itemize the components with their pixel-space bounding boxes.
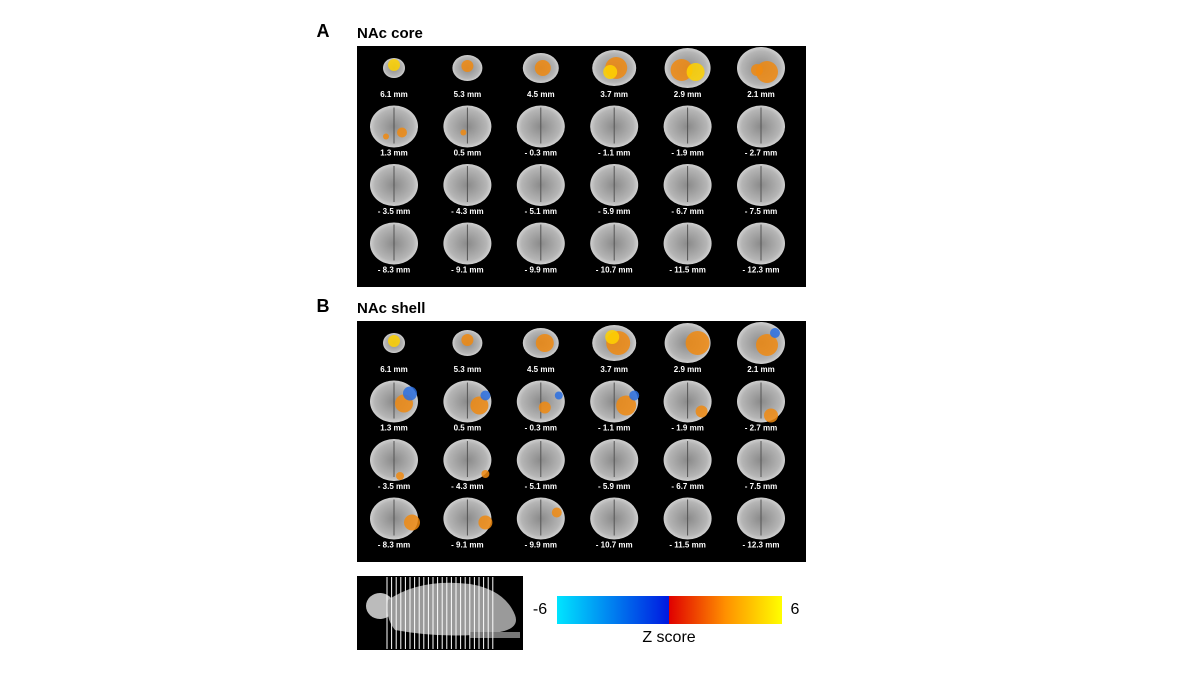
activation <box>461 60 474 72</box>
slice-label: 4.5 mm <box>527 365 555 374</box>
slice-label: - 8.3 mm <box>378 541 410 550</box>
activation <box>397 127 407 138</box>
slice-label: 1.3 mm <box>380 424 408 433</box>
activation <box>480 390 491 401</box>
slice-label: 2.1 mm <box>747 365 775 374</box>
activation <box>481 470 490 478</box>
slice-label: - 5.9 mm <box>598 482 630 491</box>
activation <box>534 60 551 76</box>
slice-label: - 3.5 mm <box>378 207 410 216</box>
slice-label: 5.3 mm <box>454 90 482 99</box>
slice-label: 0.5 mm <box>454 424 482 433</box>
activation <box>388 335 400 347</box>
activation <box>461 334 474 346</box>
activation <box>670 59 693 81</box>
activation <box>764 408 778 423</box>
slice-label: - 12.3 mm <box>743 266 780 275</box>
panel-background <box>357 321 806 562</box>
activation <box>396 472 404 480</box>
slice-label: - 8.3 mm <box>378 266 410 275</box>
panel-letter: B <box>317 296 330 316</box>
slice-label: - 1.9 mm <box>671 424 703 433</box>
slice-label: - 0.3 mm <box>525 149 557 158</box>
slice-label: 0.5 mm <box>454 149 482 158</box>
slice-label: - 0.3 mm <box>525 424 557 433</box>
activation <box>538 401 551 414</box>
activation <box>551 507 562 518</box>
activation <box>460 129 467 136</box>
activation <box>603 65 618 79</box>
slice-label: - 9.9 mm <box>525 541 557 550</box>
slice-label: 3.7 mm <box>600 90 628 99</box>
activation <box>629 390 640 401</box>
activation <box>554 391 563 400</box>
slice-label: - 12.3 mm <box>743 541 780 550</box>
activation <box>388 59 400 71</box>
slice-label: - 10.7 mm <box>596 541 633 550</box>
slice-label: - 2.7 mm <box>745 424 777 433</box>
slice-label: - 1.1 mm <box>598 424 630 433</box>
activation <box>478 515 493 530</box>
slice-label: 2.9 mm <box>674 90 702 99</box>
slice-label: 6.1 mm <box>380 365 408 374</box>
colorbar-label: Z score <box>642 629 695 646</box>
colorbar-negative <box>557 596 669 624</box>
panel-letter: A <box>317 21 330 41</box>
sagittal-reference <box>357 576 523 650</box>
slice-label: - 2.7 mm <box>745 149 777 158</box>
activation <box>685 331 710 355</box>
slice-label: - 6.7 mm <box>671 207 703 216</box>
activation <box>470 396 489 415</box>
activation <box>751 64 763 76</box>
colorbar-positive <box>669 596 782 624</box>
activation <box>535 334 554 352</box>
colorbar-max: 6 <box>791 601 800 618</box>
slice-label: - 11.5 mm <box>669 266 705 275</box>
slice-label: - 5.1 mm <box>525 482 557 491</box>
slice-label: 5.3 mm <box>454 365 482 374</box>
slice-label: 6.1 mm <box>380 90 408 99</box>
activation <box>383 133 389 140</box>
activation <box>605 330 620 344</box>
activation <box>403 386 417 401</box>
slice-label: - 3.5 mm <box>378 482 410 491</box>
slice-label: - 9.9 mm <box>525 266 557 275</box>
slice-label: - 5.9 mm <box>598 207 630 216</box>
slice-label: - 7.5 mm <box>745 207 777 216</box>
colorbar-min: -6 <box>533 601 547 618</box>
panel-title: NAc core <box>357 25 423 42</box>
slice-label: - 11.5 mm <box>669 541 705 550</box>
slice-label: 2.9 mm <box>674 365 702 374</box>
slice-label: - 4.3 mm <box>451 207 483 216</box>
slice-label: 2.1 mm <box>747 90 775 99</box>
slice-label: - 6.7 mm <box>671 482 703 491</box>
slice-label: 1.3 mm <box>380 149 408 158</box>
slice-label: - 4.3 mm <box>451 482 483 491</box>
slice-label: - 7.5 mm <box>745 482 777 491</box>
slice-label: - 9.1 mm <box>451 266 483 275</box>
slice-label: 4.5 mm <box>527 90 555 99</box>
slice-label: - 1.1 mm <box>598 149 630 158</box>
panel-title: NAc shell <box>357 300 425 317</box>
activation <box>404 514 420 531</box>
slice-label: - 1.9 mm <box>671 149 703 158</box>
activation <box>770 328 780 338</box>
activation <box>616 395 637 416</box>
activation <box>695 405 708 418</box>
activation <box>756 334 778 356</box>
activation <box>686 63 705 81</box>
slice-label: - 10.7 mm <box>596 266 633 275</box>
panel-background <box>357 46 806 287</box>
slice-label: 3.7 mm <box>600 365 628 374</box>
slice-label: - 5.1 mm <box>525 207 557 216</box>
slice-label: - 9.1 mm <box>451 541 483 550</box>
